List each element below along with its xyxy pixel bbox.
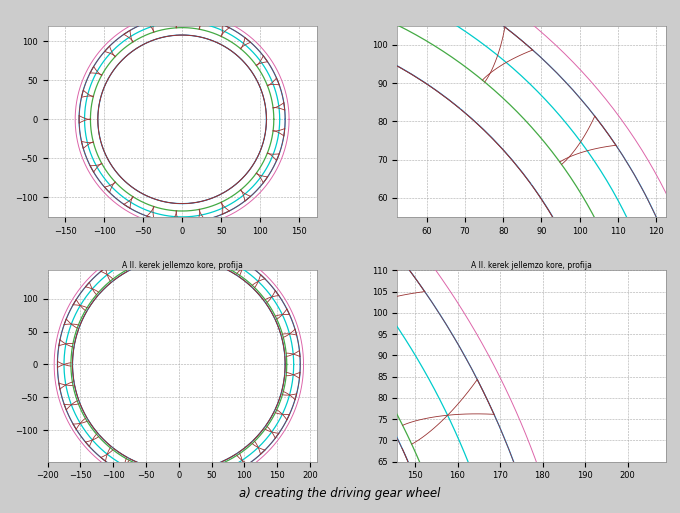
Text: a) creating the driving gear wheel: a) creating the driving gear wheel xyxy=(239,487,441,500)
Title: A II. kerek jellemzo kore, profija: A II. kerek jellemzo kore, profija xyxy=(471,261,592,270)
Title: A II. kerek jellemzo kore, profija: A II. kerek jellemzo kore, profija xyxy=(122,261,243,270)
